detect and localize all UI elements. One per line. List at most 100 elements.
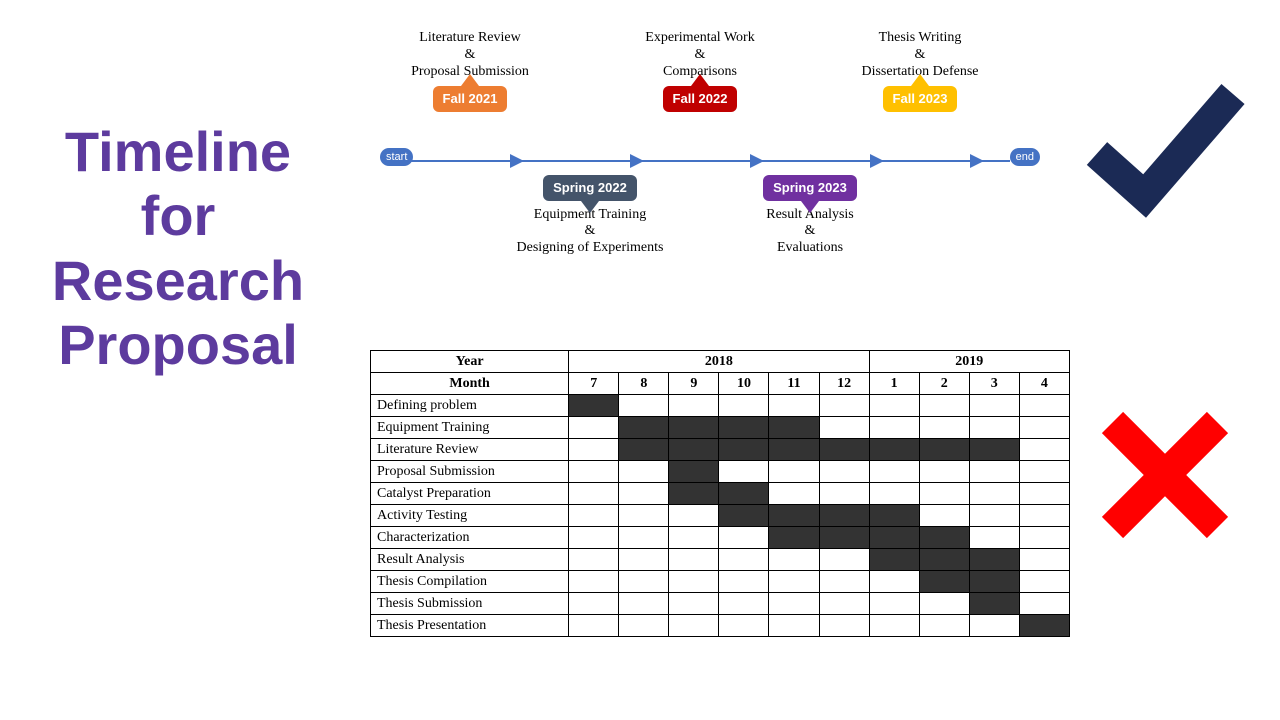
gantt-cell [669, 417, 719, 439]
gantt-month: 7 [569, 373, 619, 395]
gantt-cell [719, 615, 769, 637]
gantt-cell [1019, 461, 1069, 483]
gantt-cell [619, 527, 669, 549]
gantt-cell [819, 527, 869, 549]
milestone-label: Experimental Work&Comparisons [610, 30, 790, 80]
milestone-period: Spring 2022 [543, 175, 637, 201]
gantt-row: Thesis Compilation [371, 571, 1070, 593]
gantt-task-name: Thesis Presentation [371, 615, 569, 637]
gantt-month-header: Month [371, 373, 569, 395]
gantt-row: Defining problem [371, 395, 1070, 417]
gantt-cell [919, 549, 969, 571]
gantt-cell [569, 461, 619, 483]
gantt-cell [1019, 593, 1069, 615]
gantt-row: Activity Testing [371, 505, 1070, 527]
gantt-cell [569, 395, 619, 417]
gantt-cell [619, 571, 669, 593]
gantt-task-name: Thesis Compilation [371, 571, 569, 593]
gantt-cell [669, 593, 719, 615]
gantt-task-name: Equipment Training [371, 417, 569, 439]
milestone-pointer [801, 201, 819, 213]
gantt-cell [769, 483, 819, 505]
gantt-cell [769, 461, 819, 483]
timeline-arrowhead [510, 154, 524, 168]
gantt-cell [619, 593, 669, 615]
milestone-pointer [461, 74, 479, 86]
gantt-cell [669, 439, 719, 461]
gantt-cell [669, 483, 719, 505]
gantt-cell [619, 615, 669, 637]
gantt-cell [819, 461, 869, 483]
gantt-cell [719, 505, 769, 527]
gantt-cell [569, 483, 619, 505]
gantt-cell [619, 395, 669, 417]
gantt-row: Catalyst Preparation [371, 483, 1070, 505]
title-line: Timeline [8, 120, 348, 184]
gantt-cell [569, 417, 619, 439]
gantt-year: 2019 [869, 351, 1069, 373]
gantt-cell [669, 527, 719, 549]
gantt-cell [969, 395, 1019, 417]
gantt-cell [669, 505, 719, 527]
gantt-cell [719, 571, 769, 593]
gantt-year: 2018 [569, 351, 869, 373]
gantt-cell [669, 615, 719, 637]
gantt-cell [769, 439, 819, 461]
milestone-period: Spring 2023 [763, 175, 857, 201]
gantt-cell [569, 439, 619, 461]
gantt-cell [769, 527, 819, 549]
gantt-cell [769, 571, 819, 593]
gantt-cell [619, 461, 669, 483]
milestone: Thesis Writing&Dissertation DefenseFall … [830, 30, 1010, 112]
end-label: end [1016, 151, 1034, 163]
timeline-arrowhead [870, 154, 884, 168]
timeline-axis [410, 160, 1010, 162]
gantt-cell [869, 615, 919, 637]
gantt-year-header: Year [371, 351, 569, 373]
gantt-cell [569, 593, 619, 615]
gantt-cell [719, 527, 769, 549]
title-line: Proposal [8, 313, 348, 377]
milestone-pointer [691, 74, 709, 86]
gantt-cell [919, 439, 969, 461]
gantt-month: 2 [919, 373, 969, 395]
gantt-cell [719, 593, 769, 615]
gantt-cell [719, 395, 769, 417]
timeline-arrowhead [750, 154, 764, 168]
gantt-cell [619, 417, 669, 439]
gantt-cell [819, 571, 869, 593]
gantt-task-name: Literature Review [371, 439, 569, 461]
gantt-cell [1019, 527, 1069, 549]
gantt-row: Literature Review [371, 439, 1070, 461]
gantt-cell [969, 615, 1019, 637]
gantt-cell [719, 549, 769, 571]
timeline-diagram: start end Literature Review&Proposal Sub… [380, 20, 1040, 300]
gantt-row: Characterization [371, 527, 1070, 549]
gantt-cell [1019, 571, 1069, 593]
gantt-cell [569, 615, 619, 637]
timeline-arrowhead [970, 154, 984, 168]
gantt-row: Result Analysis [371, 549, 1070, 571]
gantt-cell [869, 461, 919, 483]
gantt-row: Thesis Submission [371, 593, 1070, 615]
gantt-cell [619, 505, 669, 527]
gantt-cell [969, 505, 1019, 527]
gantt-cell [969, 593, 1019, 615]
gantt-cell [569, 505, 619, 527]
gantt-cell [869, 527, 919, 549]
gantt-cell [819, 395, 869, 417]
gantt-cell [869, 417, 919, 439]
gantt-cell [1019, 549, 1069, 571]
gantt-cell [969, 417, 1019, 439]
gantt-row: Proposal Submission [371, 461, 1070, 483]
milestone-pointer [581, 201, 599, 213]
title-line: Research [8, 249, 348, 313]
gantt-cell [819, 549, 869, 571]
gantt-cell [869, 483, 919, 505]
gantt-task-name: Catalyst Preparation [371, 483, 569, 505]
gantt-cell [819, 615, 869, 637]
gantt-cell [719, 439, 769, 461]
gantt-cell [969, 549, 1019, 571]
gantt-cell [919, 461, 969, 483]
gantt-cell [1019, 417, 1069, 439]
